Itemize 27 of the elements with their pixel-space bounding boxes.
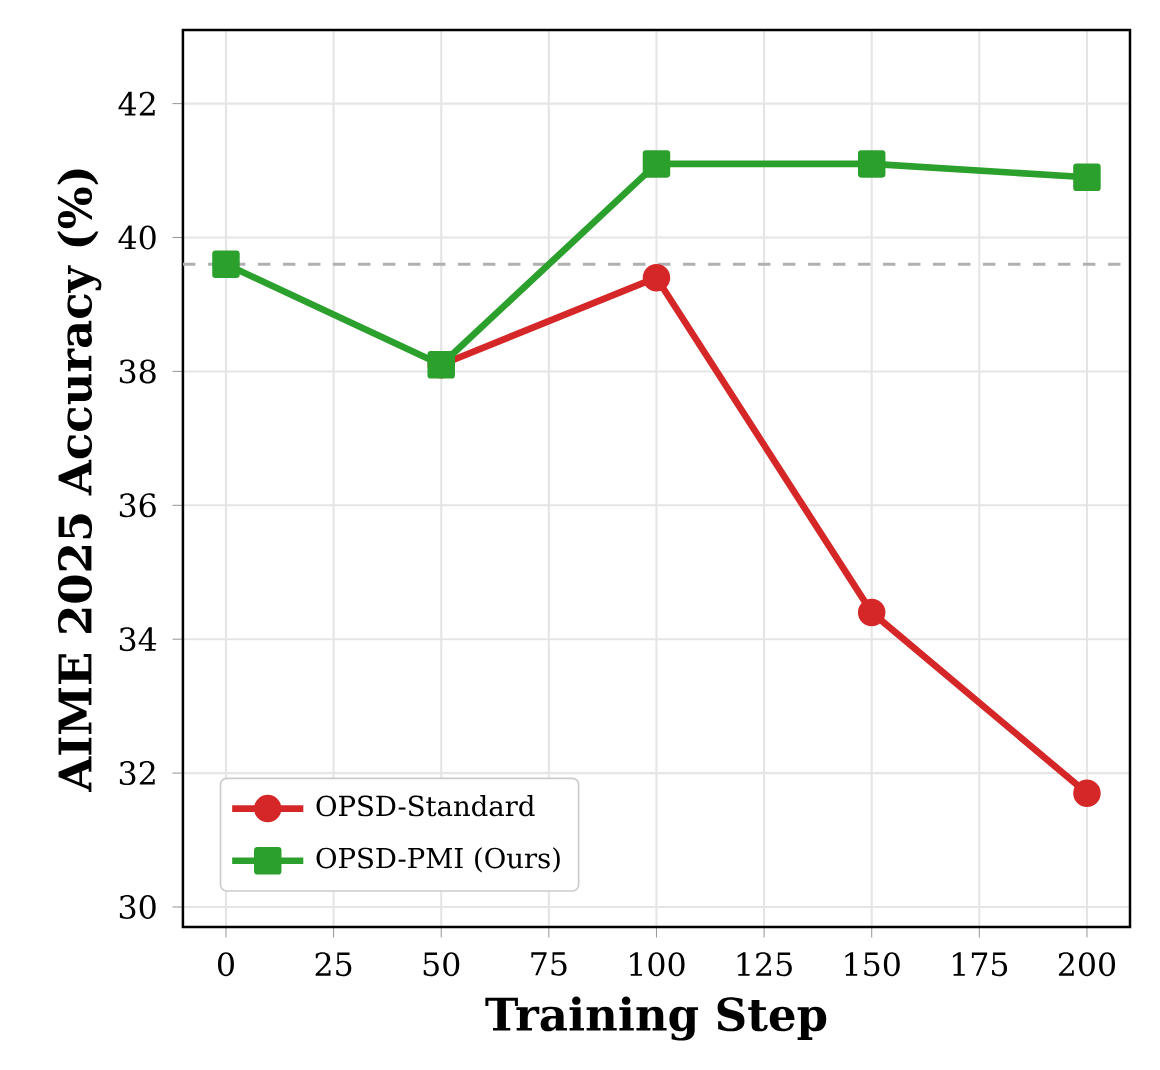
x-tick-label: 100 (630, 952, 685, 977)
x-tick-label: 125 (737, 952, 792, 977)
legend-label: OPSD-PMI (Ours) (316, 847, 560, 873)
point (1073, 779, 1101, 807)
y-axis-title: AIME 2025 Accuracy (%) (57, 169, 102, 793)
point (1073, 163, 1101, 192)
legend-label: OPSD-Standard (316, 795, 535, 817)
y-tick-label: 34 (119, 627, 157, 652)
x-tick-label: 50 (423, 952, 460, 977)
y-tick-label: 38 (119, 359, 156, 384)
x-tick-label: 200 (1058, 952, 1116, 977)
point (857, 598, 886, 627)
x-axis-title: Training Step (485, 996, 827, 1041)
y-tick-label: 36 (119, 493, 156, 518)
point (857, 150, 886, 178)
x-tick-label: 25 (315, 952, 352, 977)
y-tick-label: 30 (119, 894, 156, 919)
x-tick-label: 175 (952, 952, 1008, 977)
point (642, 263, 671, 292)
point (642, 150, 671, 178)
x-tick-label: 0 (217, 952, 234, 977)
y-tick-label: 32 (119, 761, 155, 786)
x-tick-label: 150 (845, 952, 900, 977)
point (212, 250, 240, 279)
x-tick-label: 75 (531, 952, 567, 976)
y-tick-label: 42 (118, 91, 155, 116)
y-tick-label: 40 (118, 225, 156, 250)
